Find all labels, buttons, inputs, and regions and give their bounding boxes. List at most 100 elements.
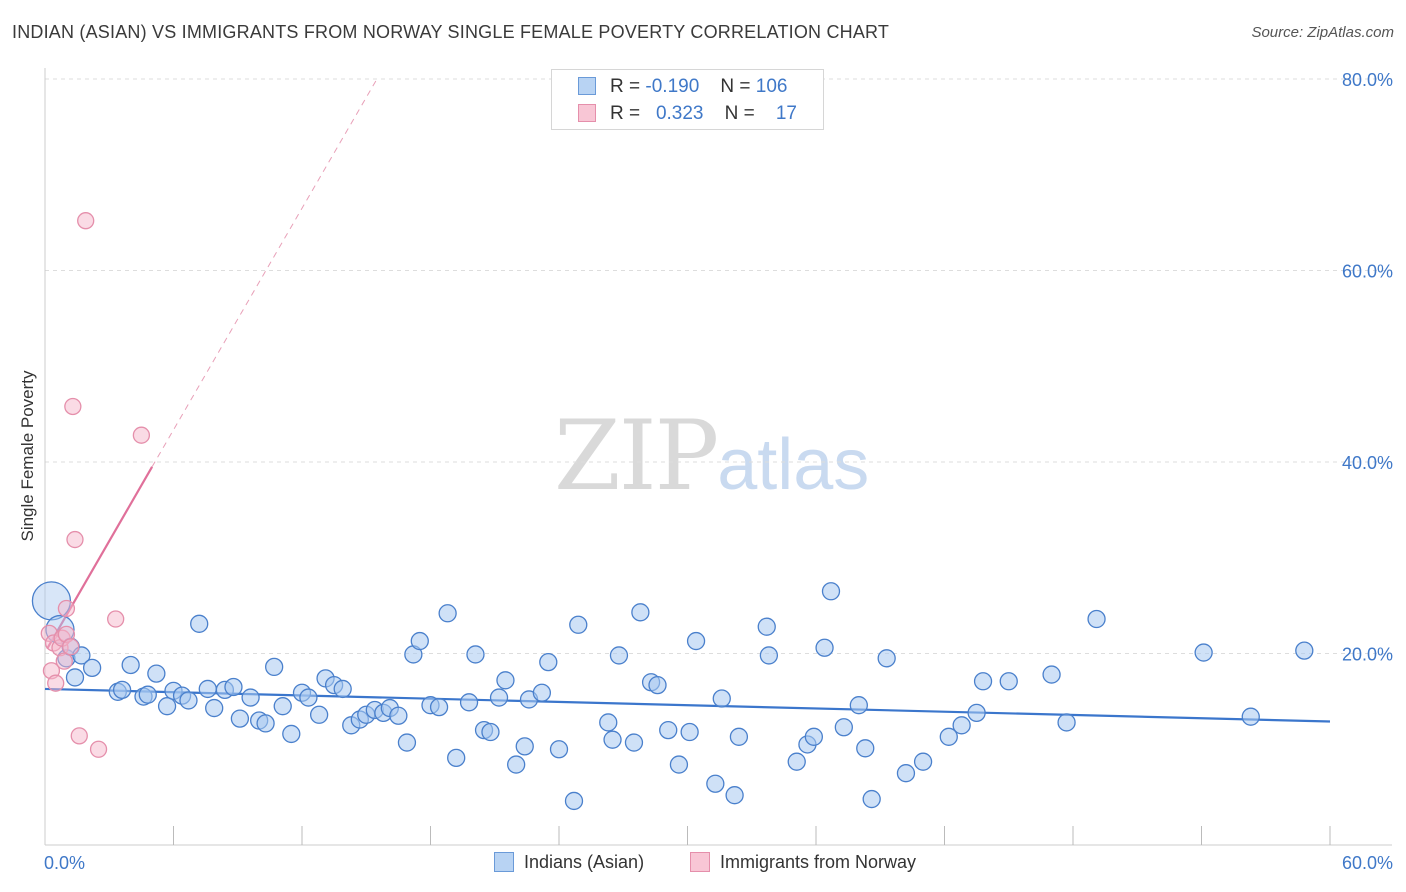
data-point-indians	[729, 727, 749, 746]
x-tick-label: 60.0%	[1342, 853, 1393, 873]
data-point-indians	[299, 688, 318, 707]
y-tick-label: 40.0%	[1342, 453, 1393, 473]
data-point-indians	[241, 688, 260, 707]
data-point-indians	[686, 631, 706, 651]
data-point-indians	[603, 730, 622, 749]
trend-line-norway-extension	[151, 78, 378, 468]
data-point-indians	[515, 737, 534, 756]
trend-line-norway	[46, 466, 154, 650]
data-point-norway	[89, 740, 108, 758]
data-point-indians	[157, 697, 177, 716]
legend-swatch-pink	[690, 852, 710, 872]
data-point-indians	[410, 631, 429, 651]
legend-item-indians: Indians (Asian)	[494, 852, 644, 873]
data-point-indians	[224, 677, 243, 697]
n-label: N =	[724, 103, 755, 124]
data-point-indians	[265, 657, 284, 677]
data-point-indians	[952, 716, 971, 735]
watermark: ZIPatlas	[554, 400, 869, 512]
data-point-indians	[539, 652, 558, 672]
data-point-indians	[913, 752, 933, 771]
data-point-indians	[389, 706, 408, 725]
data-point-indians	[1042, 665, 1061, 684]
data-point-indians	[147, 664, 166, 683]
data-point-indians	[112, 680, 132, 700]
data-point-indians	[466, 645, 485, 664]
data-point-indians	[190, 614, 209, 633]
grid	[45, 78, 1392, 654]
data-point-indians	[759, 646, 779, 665]
legend-row-text: R = -0.190 N = 106	[610, 76, 787, 98]
trend-lines	[44, 78, 1331, 723]
tick-labels: 20.0% 40.0% 60.0% 80.0% 0.0% 60.0%	[44, 70, 1393, 873]
legend-row-text: R = 0.323 N = 17	[610, 103, 797, 125]
y-tick-label: 20.0%	[1342, 645, 1393, 665]
data-point-indians	[397, 733, 417, 752]
legend-label: Indians (Asian)	[524, 852, 645, 872]
data-point-indians	[757, 617, 776, 636]
data-point-indians	[659, 720, 678, 740]
data-point-indians	[1194, 643, 1213, 662]
data-point-indians	[569, 615, 588, 634]
x-tick-label: 0.0%	[44, 853, 85, 873]
data-point-indians	[205, 698, 224, 718]
data-point-indians	[179, 691, 198, 710]
data-point-indians	[973, 672, 993, 691]
data-point-indians	[564, 791, 584, 811]
data-point-norway	[55, 652, 73, 670]
data-point-norway	[70, 727, 88, 745]
data-point-indians	[712, 689, 731, 708]
data-point-indians	[82, 658, 102, 678]
legend-swatch-pink	[578, 104, 596, 122]
data-point-indians	[967, 703, 986, 723]
data-point-indians	[849, 696, 868, 715]
data-point-indians	[1087, 609, 1106, 629]
legend-swatch-blue	[578, 77, 596, 95]
data-point-norway	[107, 610, 125, 628]
data-point-indians	[549, 740, 569, 759]
source-label: Source: ZipAtlas.com	[1251, 24, 1394, 41]
data-point-norway	[62, 638, 80, 656]
data-point-norway	[57, 599, 76, 618]
data-point-indians	[862, 789, 881, 809]
data-point-indians	[1057, 713, 1076, 732]
y-axis-label-wrap: Single Female Poverty	[18, 285, 38, 541]
data-point-indians	[856, 739, 875, 758]
data-point-indians	[787, 752, 806, 771]
legend-item-norway: Immigrants from Norway	[690, 852, 916, 873]
data-point-indians	[631, 603, 650, 622]
data-point-indians	[999, 672, 1018, 691]
data-point-norway	[132, 426, 151, 444]
data-point-indians	[198, 679, 217, 699]
data-point-indians	[447, 748, 466, 768]
data-point-indians	[309, 705, 329, 724]
data-point-indians	[438, 604, 457, 623]
data-point-indians	[256, 714, 275, 733]
y-tick-label: 80.0%	[1342, 70, 1393, 90]
data-point-indians	[939, 727, 958, 746]
data-point-indians	[230, 709, 250, 728]
data-point-indians	[429, 697, 449, 717]
n-label: N =	[720, 76, 751, 97]
correlation-legend: R = -0.190 N = 106 R = 0.323 N = 17	[551, 69, 824, 130]
legend-label: Immigrants from Norway	[720, 852, 917, 872]
r-value: -0.190	[645, 76, 700, 97]
data-point-indians	[507, 755, 526, 774]
data-point-indians	[333, 679, 352, 699]
data-point-indians	[459, 693, 479, 712]
data-point-indians	[121, 655, 140, 675]
data-point-indians	[815, 638, 834, 657]
data-point-indians	[489, 688, 509, 707]
legend-swatch-blue	[494, 852, 514, 872]
data-point-norway	[64, 397, 82, 416]
watermark-atlas: atlas	[717, 425, 870, 505]
data-point-indians	[896, 764, 916, 783]
data-point-indians	[706, 774, 725, 793]
data-point-indians	[877, 649, 896, 668]
data-point-indians	[680, 722, 699, 742]
data-point-indians	[669, 755, 689, 774]
n-value: 106	[755, 76, 788, 97]
data-point-indians	[65, 668, 85, 687]
n-value: 17	[775, 103, 797, 124]
